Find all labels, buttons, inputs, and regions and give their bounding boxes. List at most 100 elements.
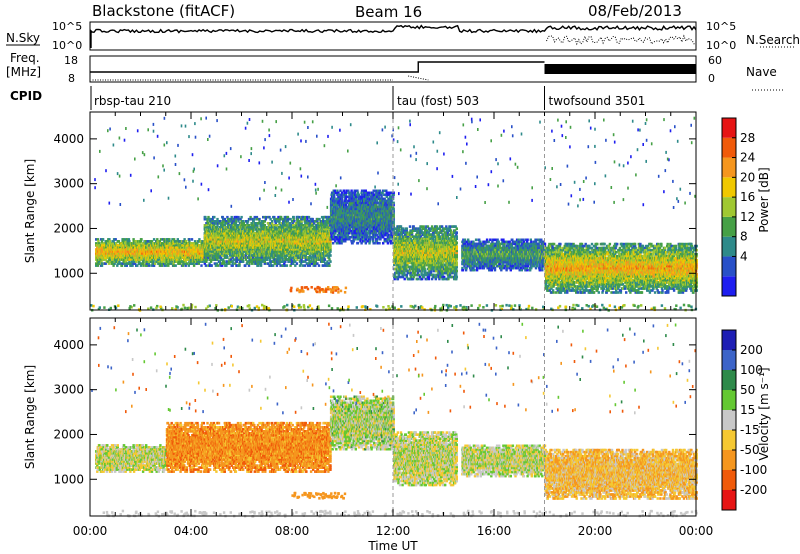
echo-cell [210, 258, 213, 261]
echo-cell [175, 240, 178, 243]
echo-cell [156, 238, 159, 241]
cpid-segment-label: tau (fost) 503 [397, 94, 479, 108]
noise-sky-label: N.Sky [6, 31, 40, 45]
noise-search-trace [546, 34, 697, 46]
echo-cell [112, 264, 115, 267]
echo-cell [100, 254, 103, 257]
echo-cell [141, 258, 144, 261]
echo-cell [166, 240, 169, 243]
echo-cell [216, 258, 219, 261]
echo-cell [150, 260, 154, 263]
echo-cell [205, 217, 209, 221]
echo-cell [214, 248, 217, 251]
echo-cell [215, 220, 218, 223]
echo-cell [193, 240, 197, 243]
echo-cell [226, 262, 230, 265]
echo-cell [317, 264, 321, 267]
echo-cell [204, 215, 207, 219]
echo-cell [101, 238, 105, 241]
echo-cell [271, 220, 274, 223]
echo-cell [99, 238, 103, 241]
echo-cell [128, 246, 131, 249]
echo-cell [160, 264, 164, 267]
echo-cell [226, 215, 229, 219]
echo-cell [162, 242, 165, 245]
echo-cell [172, 244, 175, 247]
echo-cell [211, 244, 214, 247]
echo-cell [121, 262, 124, 265]
echo-cell [206, 220, 209, 223]
echo-cell [163, 264, 166, 267]
echo-cell [115, 260, 118, 263]
echo-cell [167, 264, 170, 267]
echo-cell [210, 252, 213, 255]
echo-cell [98, 256, 102, 259]
echo-cell [292, 215, 295, 219]
echo-cell [111, 260, 114, 263]
echo-cell [225, 254, 229, 257]
echo-cell [118, 262, 121, 265]
echo-cell [176, 256, 179, 259]
echo-cell [181, 260, 185, 263]
echo-cell [155, 244, 158, 247]
echo-cell [226, 224, 230, 227]
echo-cell [176, 242, 179, 245]
echo-cell [232, 258, 235, 261]
echo-cell [209, 217, 212, 221]
echo-cell [125, 264, 128, 267]
echo-cell [212, 228, 215, 231]
echo-cell [132, 256, 136, 259]
echo-cell [213, 224, 216, 227]
echo-cell [224, 222, 227, 225]
echo-cell [124, 238, 127, 241]
echo-cell [225, 222, 229, 225]
echo-cell [128, 240, 131, 243]
echo-cell [223, 252, 226, 255]
echo-cell [108, 238, 111, 241]
echo-cell [98, 260, 101, 263]
station-title: Blackstone (fitACF) [92, 2, 235, 20]
echo-cell [100, 260, 103, 263]
echo-cell [111, 246, 115, 249]
echo-cell [164, 262, 167, 265]
echo-cell [166, 248, 169, 251]
echo-cell [140, 254, 143, 257]
echo-cell [201, 256, 204, 259]
echo-cell [172, 242, 175, 245]
echo-cell [150, 240, 154, 243]
echo-cell [98, 262, 101, 265]
echo-cell [301, 264, 304, 267]
nave-label: Nave [746, 65, 777, 79]
echo-cell [206, 256, 210, 259]
nave-trace [92, 75, 429, 81]
echo-cell [216, 222, 220, 225]
echo-cell [186, 262, 189, 265]
echo-cell [139, 240, 143, 243]
echo-cell [151, 258, 154, 261]
echo-cell [160, 242, 164, 245]
echo-cell [100, 262, 104, 265]
echo-cell [144, 240, 147, 243]
echo-cell [295, 262, 299, 265]
echo-cell [141, 262, 145, 265]
echo-cell [222, 228, 225, 231]
echo-cell [175, 244, 178, 247]
echo-cell [168, 262, 171, 265]
echo-cell [192, 262, 195, 265]
echo-cell [174, 264, 177, 267]
freq-tick-top: 18 [64, 54, 78, 67]
echo-cell [176, 246, 179, 249]
noise-panel-frame [89, 21, 697, 51]
echo-cell [223, 262, 226, 265]
echo-cell [240, 215, 243, 219]
frequency-panel: Freq. [MHz] 18 8 60 0 Nave [6, 51, 784, 91]
echo-cell [201, 242, 205, 245]
echo-cell [129, 264, 133, 267]
echo-cell [223, 224, 226, 227]
echo-cell [104, 262, 107, 265]
echo-cell [213, 254, 216, 257]
echo-cell [202, 258, 205, 261]
echo-cell [198, 238, 201, 241]
echo-cell [148, 242, 151, 245]
